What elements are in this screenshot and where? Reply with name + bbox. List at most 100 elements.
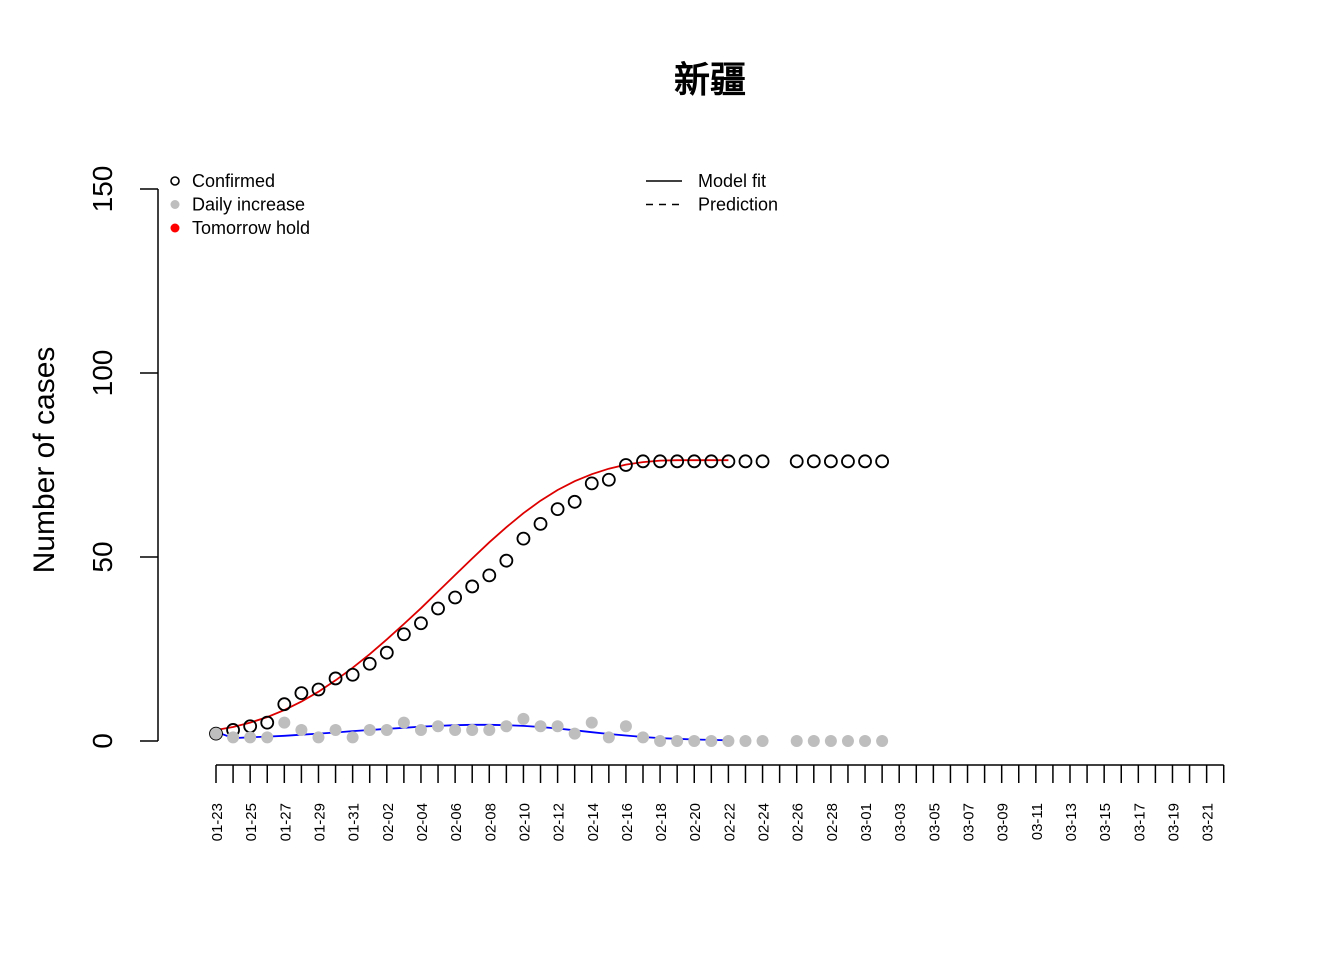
- y-tick-label: 150: [87, 166, 118, 213]
- daily-increase-point: [261, 731, 274, 744]
- chart-title: 新疆: [674, 60, 746, 101]
- confirmed-point: [619, 458, 633, 472]
- x-tick-label: 02-26: [790, 803, 807, 841]
- daily-increase-point: [739, 735, 752, 747]
- daily-increase-point: [859, 735, 872, 747]
- confirmed-point: [601, 472, 616, 487]
- confirmed-point: [755, 454, 770, 469]
- confirmed-point: [396, 627, 411, 642]
- daily-increase-point: [483, 723, 496, 736]
- confirmed-point: [533, 516, 548, 531]
- y-tick-label: 50: [87, 541, 118, 572]
- daily-increase-point: [876, 735, 889, 747]
- x-tick-label: 02-14: [585, 803, 602, 841]
- daily-increase-point: [278, 716, 291, 729]
- x-tick-label: 03-05: [926, 803, 943, 841]
- daily-increase-point: [756, 735, 769, 747]
- confirmed-point: [448, 590, 463, 605]
- legend-symbol: [170, 223, 180, 233]
- x-tick-label: 01-27: [277, 803, 294, 841]
- daily-increase-point: [210, 727, 222, 740]
- confirmed-point: [516, 531, 531, 546]
- confirmed-point: [567, 494, 582, 509]
- legend-label: Tomorrow hold: [192, 218, 310, 238]
- y-tick-label: 0: [87, 733, 118, 749]
- daily-increase-point: [244, 731, 257, 744]
- daily-increase-point: [671, 735, 684, 747]
- confirmed-point: [636, 454, 650, 469]
- daily-increase-point: [380, 723, 393, 736]
- confirmed-point: [431, 601, 445, 616]
- confirmed-point: [482, 568, 497, 583]
- x-tick-label: 02-08: [482, 803, 499, 841]
- legend-label: Confirmed: [192, 171, 275, 191]
- legend-label: Prediction: [698, 195, 778, 215]
- confirmed-point: [858, 454, 872, 469]
- legend-label: Daily increase: [192, 195, 305, 215]
- x-tick-label: 03-01: [858, 803, 875, 841]
- x-tick-label: 02-18: [653, 803, 670, 841]
- x-tick-label: 02-16: [619, 803, 636, 841]
- daily-increase-point: [705, 735, 718, 747]
- daily-increase-point: [654, 735, 667, 747]
- confirmed-point: [345, 667, 360, 682]
- daily-increase-point: [551, 720, 564, 733]
- x-tick-label: 02-24: [756, 803, 773, 841]
- confirmed-point: [823, 454, 838, 469]
- x-tick-label: 02-02: [380, 803, 397, 841]
- legend-symbol: [170, 176, 180, 186]
- daily-increase-point: [585, 716, 598, 729]
- confirmed-point: [414, 616, 428, 631]
- confirmed-point: [806, 454, 821, 469]
- x-tick-label: 03-21: [1200, 803, 1217, 841]
- x-tick-label: 02-12: [551, 803, 568, 841]
- legend-left: Confirmed Daily increase Tomorrow hold: [170, 171, 310, 238]
- confirmed-point: [704, 454, 719, 469]
- daily-increase-point: [466, 723, 479, 736]
- daily-increase-point: [397, 716, 410, 729]
- confirmed-point: [294, 686, 309, 701]
- daily-increase-point: [568, 727, 581, 740]
- daily-increase-point: [295, 723, 308, 736]
- daily-increase-point: [500, 720, 513, 733]
- x-tick-label: 01-31: [346, 803, 363, 841]
- x-tick-label: 02-28: [824, 803, 841, 841]
- y-axis-label: Number of cases: [28, 347, 61, 574]
- x-tick-label: 01-23: [209, 803, 226, 841]
- x-tick-label: 02-10: [516, 803, 533, 841]
- confirmed-point: [362, 656, 377, 671]
- x-tick-label: 03-11: [1029, 803, 1046, 840]
- x-tick-label: 03-09: [995, 803, 1012, 841]
- daily-increase-point: [824, 735, 837, 747]
- daily-increase-point: [346, 731, 359, 744]
- confirmed-point: [311, 682, 326, 697]
- confirmed-point: [738, 454, 753, 469]
- daily-increase-point: [432, 720, 445, 733]
- daily-increase-point: [841, 735, 854, 747]
- daily-increase-point: [688, 735, 701, 747]
- x-tick-label: 02-20: [687, 803, 704, 841]
- x-tick-label: 02-22: [721, 803, 738, 841]
- y-axis: 0 50 100 150: [87, 166, 159, 749]
- confirmed-point: [789, 454, 804, 469]
- daily-increase-point: [449, 723, 462, 736]
- legend-label: Model fit: [698, 171, 766, 191]
- daily-increase-point: [619, 720, 632, 733]
- confirmed-point: [379, 645, 394, 660]
- model-fit-line: [215, 459, 729, 731]
- daily-increase-point: [637, 731, 649, 744]
- confirmed-point: [465, 579, 480, 594]
- daily-increase-point: [602, 731, 615, 744]
- daily-increase-point: [790, 735, 803, 747]
- x-axis: 01-23 01-25 01-27 01-29 01-31 02-02 02-04 02-06…: [209, 764, 1225, 841]
- daily-increase-point: [517, 712, 530, 725]
- confirmed-point: [653, 454, 667, 469]
- daily-increase-point: [534, 720, 547, 733]
- x-tick-label: 01-25: [243, 803, 260, 841]
- confirmed-point: [670, 454, 685, 469]
- confirmed-point: [499, 553, 514, 568]
- confirmed-point: [841, 454, 855, 469]
- confirmed-point: [875, 454, 890, 469]
- x-tick-label: 02-06: [448, 803, 465, 841]
